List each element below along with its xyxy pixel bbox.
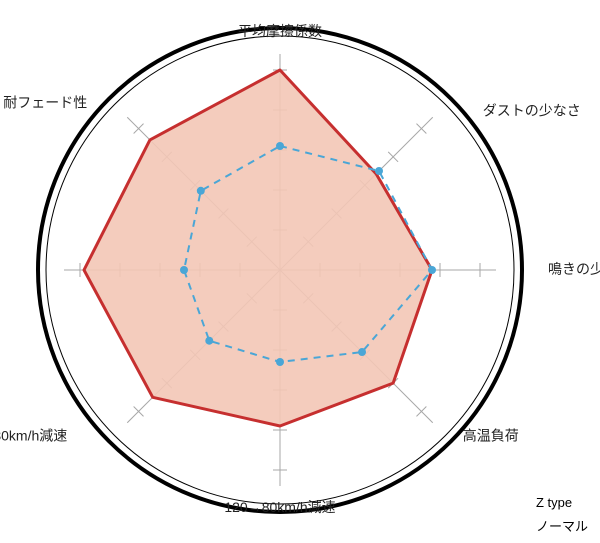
svg-text:鳴きの少なさ: 鳴きの少なさ (548, 261, 600, 277)
legend-label: ノーマル (536, 516, 588, 535)
svg-text:120→80km/h減速: 120→80km/h減速 (224, 499, 335, 515)
legend-item: Z type (488, 495, 588, 510)
svg-text:平均摩擦係数: 平均摩擦係数 (238, 23, 322, 39)
svg-text:ダストの少なさ: ダストの少なさ (483, 102, 581, 118)
svg-text:高温負荷: 高温負荷 (463, 428, 519, 444)
legend-item: ノーマル (488, 516, 588, 535)
legend: Z type ノーマル (488, 489, 588, 535)
svg-text:160→130km/h減速: 160→130km/h減速 (0, 428, 67, 444)
legend-label: Z type (536, 495, 572, 510)
radar-chart: 平均摩擦係数ダストの少なさ鳴きの少なさ高温負荷 120→80km/h減速 160→1… (0, 0, 600, 543)
svg-text:耐フェード性: 耐フェード性 (3, 94, 87, 110)
